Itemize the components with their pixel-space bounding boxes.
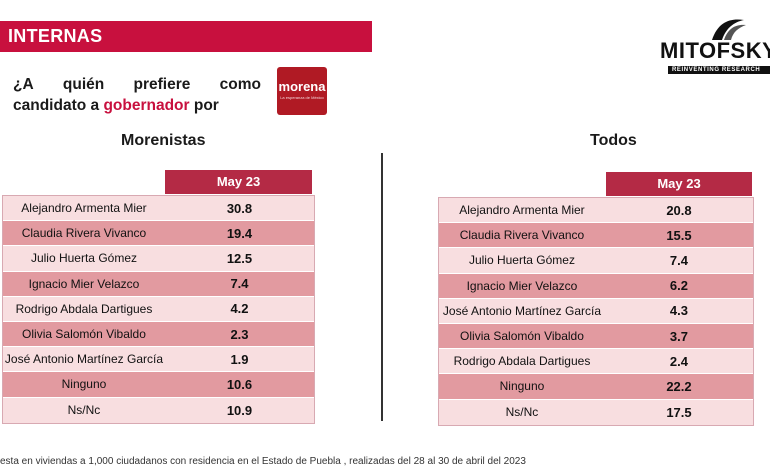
methodology-footnote: esta en viviendas a 1,000 ciudadanos con…: [0, 456, 526, 467]
brand-tagline: REINVENTING RESEARCH: [668, 66, 770, 74]
column-header-may-23: May 23: [606, 172, 752, 196]
candidate-label: Ns/Nc: [505, 405, 539, 420]
survey-question: ¿A quién prefiere como candidato a gober…: [13, 74, 261, 116]
column-header-may-23: May 23: [165, 170, 312, 194]
section-title: INTERNAS: [8, 26, 103, 46]
candidate-label: Rodrigo Abdala Dartigues: [15, 301, 153, 316]
percentage-value: 7.4: [230, 276, 249, 292]
table-row: Claudia Rivera Vivanco 15.5: [439, 223, 753, 249]
candidate-label: Rodrigo Abdala Dartigues: [453, 354, 591, 369]
table-row: Ignacio Mier Velazco 7.4: [3, 271, 314, 297]
table-row: Ns/Nc 10.9: [3, 397, 314, 423]
percentage-value: 30.8: [226, 200, 253, 216]
candidate-label: Olivia Salomón Vibaldo: [22, 327, 146, 342]
table-row: Alejandro Armenta Mier 20.8: [439, 198, 753, 224]
candidate-label: Ignacio Mier Velazco: [466, 278, 578, 293]
candidate-label: José Antonio Martínez García: [4, 352, 164, 367]
candidate-label: Olivia Salomón Vibaldo: [460, 329, 584, 344]
candidate-label: Claudia Rivera Vivanco: [21, 226, 147, 241]
table-row: Olivia Salomón Vibaldo 2.3: [3, 321, 314, 348]
question-text: por: [189, 97, 219, 114]
question-line-1: ¿A quién prefiere como: [13, 74, 261, 95]
candidate-label: Ignacio Mier Velazco: [28, 276, 140, 291]
percentage-value: 20.8: [666, 202, 692, 218]
percentage-value: 4.3: [669, 303, 688, 319]
candidate-label: Julio Huerta Gómez: [30, 251, 137, 266]
question-text: candidato a: [13, 97, 104, 114]
table-row: Julio Huerta Gómez 12.5: [3, 246, 314, 272]
mitofsky-logo: MITOFSKY REINVENTING RESEARCH: [660, 16, 770, 82]
percentage-value: 3.7: [669, 328, 688, 344]
question-line-2: candidato a gobernador por: [13, 95, 261, 116]
percentage-value: 12.5: [226, 250, 253, 266]
percentage-value: 10.6: [226, 376, 253, 392]
table-row: José Antonio Martínez García 4.3: [439, 298, 753, 324]
panel-title-todos: Todos: [590, 132, 637, 149]
table-morenistas: Alejandro Armenta Mier 30.8 Claudia Rivera…: [2, 195, 315, 424]
table-row: Olivia Salomón Vibaldo 3.7: [439, 323, 753, 350]
candidate-label: Julio Huerta Gómez: [468, 253, 575, 268]
table-row: Ignacio Mier Velazco 6.2: [439, 273, 753, 299]
table-row: Rodrigo Abdala Dartigues 4.2: [3, 296, 314, 322]
percentage-value: 2.3: [230, 326, 249, 342]
candidate-label: Ninguno: [61, 377, 107, 392]
table-todos: Alejandro Armenta Mier 20.8 Claudia Rivera…: [438, 197, 754, 426]
percentage-value: 10.9: [226, 402, 253, 418]
question-highlight: gobernador: [103, 97, 190, 114]
percentage-value: 15.5: [666, 227, 692, 243]
candidate-label: Claudia Rivera Vivanco: [459, 228, 585, 243]
question-word: quién: [62, 76, 105, 93]
table-row: Rodrigo Abdala Dartigues 2.4: [439, 349, 753, 375]
percentage-value: 4.2: [230, 301, 249, 317]
question-word: ¿A: [13, 76, 34, 93]
percentage-value: 17.5: [666, 404, 692, 420]
brand-name: MITOFSKY: [660, 38, 770, 63]
table-row: Alejandro Armenta Mier 30.8: [3, 196, 314, 222]
morena-party-logo: morena La esperanza de México: [277, 67, 327, 115]
percentage-value: 6.2: [669, 278, 688, 294]
table-row: Ns/Nc 17.5: [439, 399, 753, 425]
percentage-value: 22.2: [666, 378, 692, 394]
table-row: Claudia Rivera Vivanco 19.4: [3, 221, 314, 247]
percentage-value: 1.9: [230, 351, 249, 367]
party-tagline: La esperanza de México: [280, 95, 324, 100]
question-word: prefiere: [133, 76, 191, 93]
candidate-label: José Antonio Martínez García: [442, 303, 602, 318]
party-name: morena: [278, 79, 326, 94]
panel-divider: [381, 153, 383, 421]
table-row: Ninguno 22.2: [439, 374, 753, 400]
percentage-value: 19.4: [226, 225, 253, 241]
table-row: Julio Huerta Gómez 7.4: [439, 248, 753, 274]
section-banner: INTERNAS: [0, 21, 372, 52]
percentage-value: 7.4: [669, 252, 688, 268]
candidate-label: Ninguno: [499, 379, 545, 394]
table-row: José Antonio Martínez García 1.9: [3, 347, 314, 373]
table-row: Ninguno 10.6: [3, 372, 314, 398]
brand-swoosh-icon: [712, 19, 746, 40]
candidate-label: Ns/Nc: [67, 403, 101, 418]
question-word: como: [219, 76, 261, 93]
panel-title-morenistas: Morenistas: [121, 132, 206, 149]
candidate-label: Alejandro Armenta Mier: [459, 203, 585, 218]
percentage-value: 2.4: [669, 353, 688, 369]
candidate-label: Alejandro Armenta Mier: [21, 201, 147, 216]
